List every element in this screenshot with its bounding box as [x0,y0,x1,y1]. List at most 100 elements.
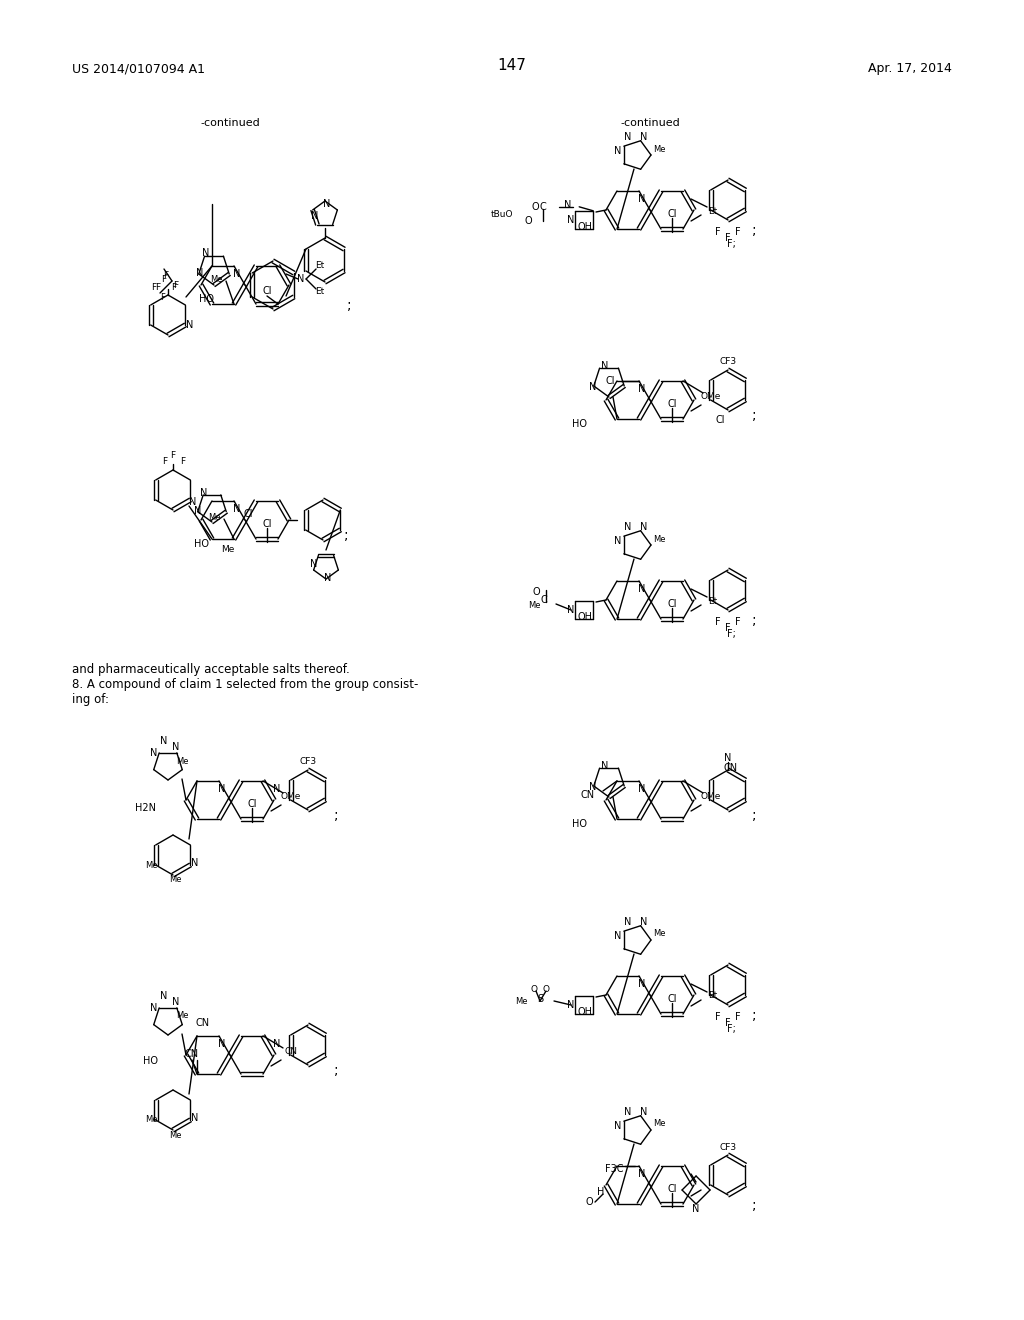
Text: Me: Me [176,1011,188,1020]
Text: N: N [564,199,571,210]
Text: OH: OH [578,1007,593,1016]
Text: -continued: -continued [200,117,260,128]
Text: N: N [172,997,179,1007]
Text: F: F [725,623,731,634]
Text: N: N [625,521,632,532]
Text: N: N [151,1003,158,1012]
Text: Me: Me [653,535,666,544]
Text: F: F [715,227,721,238]
Text: OMe: OMe [281,792,301,801]
Text: CN: CN [285,1048,298,1056]
Text: Me: Me [527,601,541,610]
Text: ;: ; [334,808,339,822]
Text: N: N [218,784,225,795]
Text: CF3: CF3 [299,758,316,767]
Text: Me: Me [653,144,666,153]
Text: Cl: Cl [668,209,677,219]
Text: N: N [567,1001,574,1010]
Text: N: N [638,194,645,205]
Text: N: N [614,931,622,941]
Text: O: O [524,215,532,226]
Text: HO: HO [194,539,209,549]
Text: C: C [540,202,547,211]
Text: F: F [156,282,161,292]
Text: Cl: Cl [244,510,253,519]
Text: F: F [152,282,157,292]
Text: N: N [638,784,645,795]
Text: N: N [273,1039,281,1049]
Text: Cl: Cl [668,399,677,409]
Text: CN: CN [196,1018,210,1028]
Text: Me: Me [144,1115,158,1125]
Text: Et: Et [709,206,718,215]
Text: CN: CN [185,1049,199,1059]
Text: N: N [297,275,305,284]
Text: N: N [232,504,240,513]
Text: ;: ; [752,223,757,238]
Text: ;: ; [752,408,757,422]
Text: N: N [638,979,645,989]
Text: F: F [725,1018,731,1028]
Text: N: N [567,215,574,224]
Text: Me: Me [515,997,528,1006]
Text: ;: ; [752,612,757,627]
Text: -continued: -continued [621,117,680,128]
Text: F: F [715,616,721,627]
Text: N: N [151,748,158,758]
Text: ing of:: ing of: [72,693,109,706]
Text: N: N [625,1107,632,1117]
Text: O: O [586,1197,593,1206]
Text: N: N [232,269,240,279]
Text: N: N [590,781,597,792]
Text: N: N [614,1121,622,1131]
Text: tBuO: tBuO [490,210,513,219]
Text: Me: Me [653,929,666,939]
Text: N: N [638,384,645,393]
Text: N: N [201,488,208,498]
Text: Apr. 17, 2014: Apr. 17, 2014 [868,62,952,75]
Text: N: N [640,521,648,532]
Text: N: N [692,1204,699,1214]
Text: N: N [310,558,317,569]
Text: Et: Et [315,288,325,297]
Text: Me: Me [210,275,222,284]
Text: N: N [590,381,597,392]
Text: N: N [161,991,168,1001]
Text: N: N [218,1039,225,1049]
Text: N: N [325,573,332,583]
Text: N: N [640,132,648,143]
Text: and pharmaceutically acceptable salts thereof.: and pharmaceutically acceptable salts th… [72,663,350,676]
Text: Cl: Cl [668,1184,677,1195]
Text: CF3: CF3 [720,1143,736,1151]
Text: N: N [195,506,202,516]
Text: N: N [625,917,632,927]
Text: F: F [161,293,166,301]
Text: N: N [614,536,622,546]
Text: Me: Me [221,545,234,554]
Text: N: N [191,1113,199,1123]
Text: F;: F; [727,239,735,249]
Text: ;: ; [752,1008,757,1022]
Text: N: N [638,583,645,594]
Text: F: F [171,282,176,292]
Text: ;: ; [344,528,348,543]
Text: N: N [186,319,194,330]
Text: H2N: H2N [135,803,156,813]
Text: F;: F; [727,630,735,639]
Text: N: N [601,362,608,371]
Text: 147: 147 [498,58,526,73]
Text: O: O [543,985,550,994]
Text: CF3: CF3 [720,358,736,367]
Text: F: F [735,227,740,238]
Text: N: N [172,742,179,752]
Text: Et: Et [709,991,718,1001]
Text: HO: HO [143,1056,158,1067]
Text: N: N [324,199,331,209]
Text: F: F [180,458,185,466]
Text: CN: CN [724,763,738,774]
Text: Cl: Cl [668,994,677,1005]
Text: N: N [197,268,204,279]
Text: H: H [597,1187,605,1197]
Text: N: N [601,762,608,771]
Text: F: F [170,450,175,459]
